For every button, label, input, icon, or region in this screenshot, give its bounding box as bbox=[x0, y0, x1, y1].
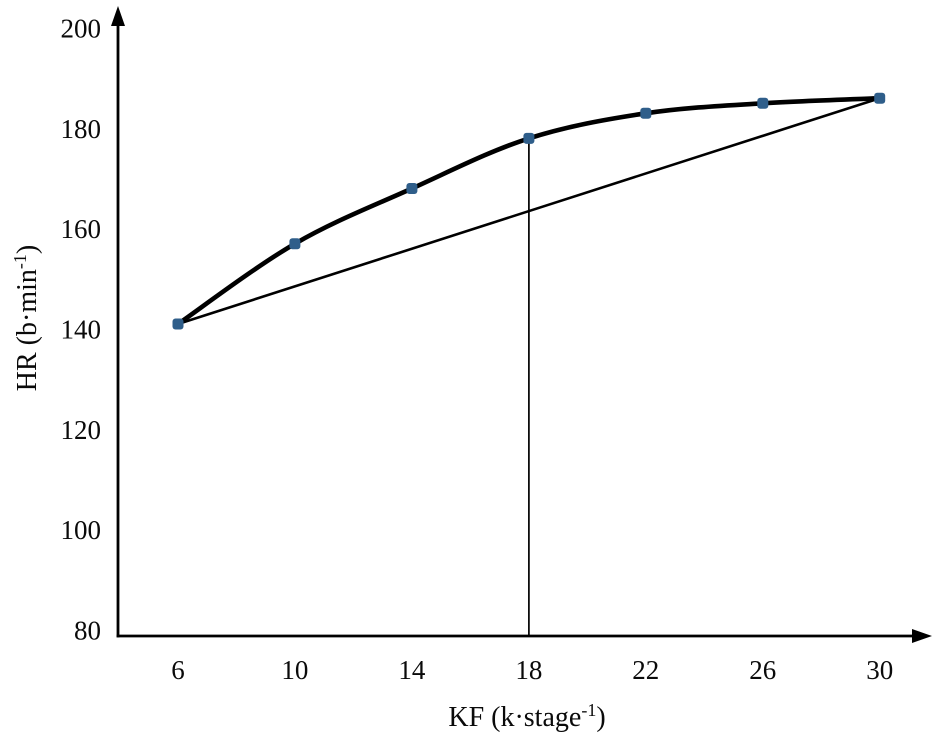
reference-chord-line bbox=[177, 96, 881, 326]
data-point-marker bbox=[640, 107, 652, 119]
x-axis-arrowhead bbox=[912, 629, 932, 643]
y-tick-label: 100 bbox=[61, 515, 102, 545]
y-tick-label: 180 bbox=[61, 114, 102, 144]
x-tick-label: 6 bbox=[171, 655, 185, 685]
data-point-marker bbox=[874, 92, 886, 104]
y-tick-label: 120 bbox=[61, 415, 102, 445]
x-tick-label: 14 bbox=[398, 655, 426, 685]
x-tick-label: 10 bbox=[281, 655, 308, 685]
y-tick-label: 160 bbox=[61, 214, 102, 244]
x-tick-label: 26 bbox=[749, 655, 776, 685]
y-tick-label: 140 bbox=[61, 315, 102, 345]
x-axis-title-superscript: -1 bbox=[581, 700, 596, 720]
data-point-marker bbox=[289, 238, 301, 250]
y-tick-label: 80 bbox=[74, 616, 101, 646]
y-axis-arrowhead bbox=[111, 6, 125, 26]
x-tick-label: 22 bbox=[632, 655, 659, 685]
x-tick-label: 18 bbox=[515, 655, 542, 685]
data-point-marker bbox=[757, 97, 769, 109]
x-axis-title-text: KF (k·stage bbox=[448, 702, 581, 733]
x-axis-title: KF (k·stage-1) bbox=[448, 700, 605, 733]
x-axis-title-close: ) bbox=[596, 702, 605, 733]
y-tick-label: 200 bbox=[61, 14, 102, 44]
y-axis-title: HR (b·min-1) bbox=[10, 245, 43, 391]
data-point-marker bbox=[172, 318, 184, 330]
plot-layer: 80 100 120 140 160 180 200 6 10 14 18 22 26 30 bbox=[61, 6, 932, 685]
y-axis-title-text: HR (b·min bbox=[12, 269, 43, 391]
x-tick-label: 30 bbox=[866, 655, 893, 685]
y-axis-title-close: ) bbox=[12, 245, 43, 254]
y-axis-title-superscript: -1 bbox=[10, 254, 30, 269]
data-point-marker bbox=[523, 132, 535, 144]
data-point-marker bbox=[406, 183, 418, 194]
